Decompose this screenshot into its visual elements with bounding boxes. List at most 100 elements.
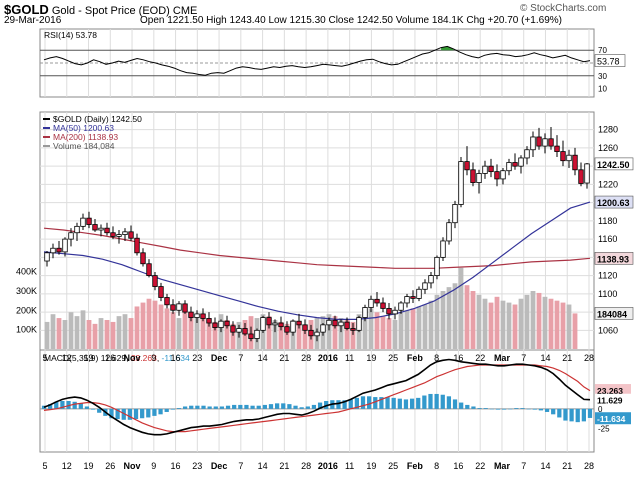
volume-bar [128,318,134,349]
candle-body [572,154,578,171]
legend-ma50: MA(50) 1200.63 [53,123,114,133]
candle-body [194,313,200,318]
candle-body [164,297,170,306]
macd-hist-bar [440,394,445,409]
x-tick-label: 21 [279,353,289,363]
candle-body [578,169,584,184]
candle-body [236,328,242,333]
macd-legend-part: MACD(5,35,9) [44,353,98,363]
x-tick-label: 26 [105,353,115,363]
volume-bar [446,287,452,349]
macd-hist-bar [164,408,169,412]
volume-bar [56,318,62,349]
macd-y-tick: -25 [598,424,610,433]
candle-body [458,161,464,205]
volume-bar [134,306,140,349]
x-tick-label: 11 [345,353,354,363]
volume-bar [566,304,572,349]
x-tick-label: 16 [453,353,463,363]
price-y-tick: 1060 [598,325,618,335]
volume-bar [176,318,182,349]
candle-body [392,309,398,315]
volume-bar [224,320,230,349]
macd-hist-bar [311,404,317,409]
macd-hist-bar [250,405,255,409]
candle-body [44,252,50,262]
candle-body [566,154,572,162]
volume-bar [74,316,80,349]
volume-bar [278,321,284,349]
macd-hist-bar [97,408,102,413]
x-tick-label: 5 [42,353,47,363]
macd-hist-bar [176,408,182,409]
x-tick-label: 7 [238,461,243,471]
ohlc-summary: Open 1221.50 High 1243.40 Low 1215.30 Cl… [140,15,562,26]
volume-bar [122,314,128,349]
macd-hist-bar [459,402,464,409]
x-tick-label: 12 [62,353,72,363]
volume-bar [518,298,524,349]
candle-body [428,275,434,284]
x-tick-label: Nov [124,461,141,471]
x-tick-label: 22 [475,461,485,471]
candle-body [56,247,62,253]
volume-bar [68,312,74,349]
x-tick-label: 23 [192,461,202,471]
candle-body [212,322,218,328]
macd-hist-bar [305,406,310,409]
candle-body [584,163,590,184]
volume-bar [482,298,488,349]
volume-bar [410,308,416,349]
candle-body [80,217,86,227]
macd-value: 11.629 [597,396,623,406]
volume-bar [80,310,86,349]
x-tick-label: 23 [192,353,202,363]
ma200-value-label: 1138.93 [597,254,629,264]
volume-bar [440,291,446,349]
price-y-tick: 1220 [598,179,618,189]
macd-hist-bar [373,397,378,409]
volume-bar [206,320,212,349]
volume-bar [92,323,98,349]
macd-hist-bar [551,408,556,415]
macd-hist-bar [367,396,372,409]
volume-bar [200,318,206,349]
volume-bar [338,318,344,349]
candle-body [206,318,212,324]
macd-legend-sep: , [157,353,162,363]
candle-body [350,328,356,331]
x-tick-label: 12 [62,461,72,471]
macd-signal-value-box [595,384,631,397]
macd-hist-bar [434,393,439,409]
volume-bar [392,320,398,349]
candle-body [302,324,308,331]
x-tick-label: 7 [521,461,526,471]
volume-bar [572,313,578,349]
macd-hist-bar [213,406,218,409]
macd-signal-value: 23.263 [597,386,623,396]
x-tick-label: 21 [562,461,572,471]
x-tick-label: 16 [171,461,181,471]
candle-body [266,317,272,326]
macd-hist-bar [140,408,145,419]
volume-bar [386,318,392,349]
candle-body [380,302,386,309]
candle-body [98,227,104,231]
x-tick-label: 2016 [318,461,338,471]
volume-bar [458,267,464,349]
macd-hist-bar [538,408,544,411]
volume-bar [212,321,218,349]
x-tick-label: 14 [258,461,268,471]
candle-body [116,234,122,237]
candle-body [440,240,446,258]
rsi-legend: RSI(14) 53.78 [44,30,97,40]
macd-hist-bar [262,404,267,409]
volume-bar [560,302,566,349]
candle-body [398,302,404,311]
volume-bar [50,314,56,349]
candle-body [554,145,560,152]
volume-bar [164,308,170,349]
candle-body [332,319,338,327]
candle-body [524,149,530,159]
volume-bar [152,300,158,349]
